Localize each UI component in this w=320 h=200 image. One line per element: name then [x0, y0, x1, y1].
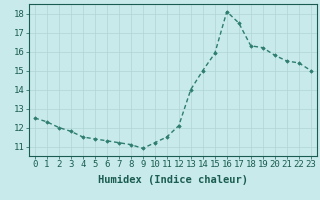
X-axis label: Humidex (Indice chaleur): Humidex (Indice chaleur) [98, 175, 248, 185]
